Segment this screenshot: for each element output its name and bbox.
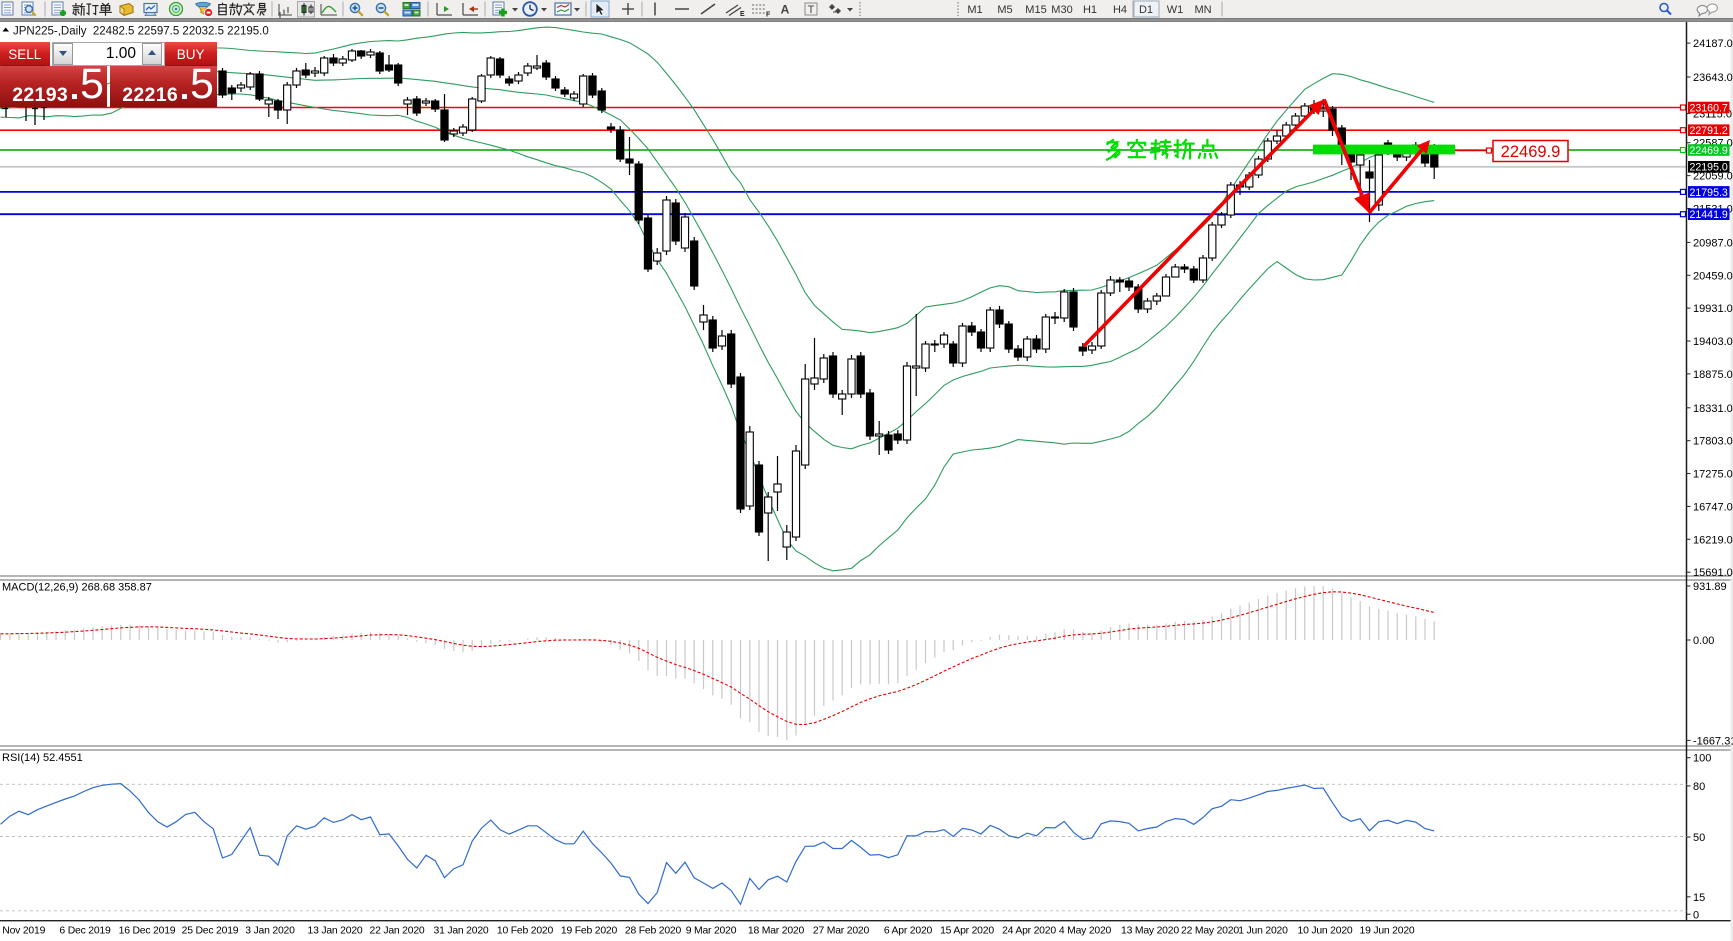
svg-text:21441.9: 21441.9	[1690, 209, 1728, 221]
svg-text:F: F	[766, 12, 771, 19]
svg-text:16 Dec 2019: 16 Dec 2019	[119, 926, 176, 937]
svg-text:22059.0: 22059.0	[1693, 171, 1733, 183]
svg-text:19403.0: 19403.0	[1693, 336, 1733, 348]
svg-text:24 Apr 2020: 24 Apr 2020	[1002, 926, 1056, 937]
svg-text:15691.0: 15691.0	[1693, 567, 1733, 579]
svg-text:17275.0: 17275.0	[1693, 469, 1733, 481]
svg-text:E: E	[740, 11, 745, 18]
svg-text:20459.0: 20459.0	[1693, 270, 1733, 282]
svg-text:10 Jun 2020: 10 Jun 2020	[1298, 926, 1353, 937]
svg-text:M1: M1	[967, 4, 982, 16]
svg-text:24187.0: 24187.0	[1693, 38, 1733, 50]
svg-text:H1: H1	[1083, 4, 1097, 16]
svg-text:0.00: 0.00	[1693, 635, 1714, 647]
svg-text:D1: D1	[1139, 4, 1153, 16]
svg-text:10 Feb 2020: 10 Feb 2020	[497, 926, 554, 937]
svg-text:M15: M15	[1025, 4, 1046, 16]
svg-text:23643.0: 23643.0	[1693, 72, 1733, 84]
svg-text:3 Jan 2020: 3 Jan 2020	[245, 926, 295, 937]
svg-text:27 Mar 2020: 27 Mar 2020	[813, 926, 870, 937]
svg-text:28 Feb 2020: 28 Feb 2020	[625, 926, 682, 937]
svg-text:100: 100	[1693, 753, 1711, 765]
svg-text:1 Jun 2020: 1 Jun 2020	[1238, 926, 1288, 937]
svg-text:22791.2: 22791.2	[1690, 125, 1728, 137]
svg-text:22195.0: 22195.0	[1690, 162, 1728, 174]
svg-text:-1667.31: -1667.31	[1693, 735, 1733, 747]
svg-text:19931.0: 19931.0	[1693, 303, 1733, 315]
svg-text:21795.3: 21795.3	[1690, 187, 1728, 199]
svg-text:23160.7: 23160.7	[1690, 102, 1728, 114]
svg-text:22 Jan 2020: 22 Jan 2020	[370, 926, 425, 937]
svg-text:18 Mar 2020: 18 Mar 2020	[748, 926, 805, 937]
svg-text:19 Feb 2020: 19 Feb 2020	[561, 926, 618, 937]
svg-text:22 May 2020: 22 May 2020	[1181, 926, 1239, 937]
svg-text:H4: H4	[1113, 4, 1127, 16]
svg-text:31 Jan 2020: 31 Jan 2020	[434, 926, 489, 937]
svg-text:17803.0: 17803.0	[1693, 436, 1733, 448]
svg-text:RSI(14) 52.4551: RSI(14) 52.4551	[2, 752, 83, 764]
svg-text:25 Dec 2019: 25 Dec 2019	[182, 926, 239, 937]
svg-text:6 Apr 2020: 6 Apr 2020	[884, 926, 933, 937]
svg-text:T: T	[808, 4, 815, 16]
svg-text:13 Jan 2020: 13 Jan 2020	[308, 926, 363, 937]
svg-text:4 May 2020: 4 May 2020	[1059, 926, 1112, 937]
svg-text:M30: M30	[1051, 4, 1072, 16]
svg-text:9 Mar 2020: 9 Mar 2020	[686, 926, 737, 937]
svg-text:13 May 2020: 13 May 2020	[1121, 926, 1179, 937]
svg-text:0: 0	[1693, 909, 1699, 921]
svg-text:931.89: 931.89	[1693, 581, 1727, 593]
svg-text:16219.0: 16219.0	[1693, 534, 1733, 546]
svg-text:MACD(12,26,9) 268.68 358.87: MACD(12,26,9) 268.68 358.87	[2, 582, 152, 594]
svg-text:M5: M5	[997, 4, 1012, 16]
svg-text:A: A	[781, 3, 790, 17]
svg-text:18331.0: 18331.0	[1693, 403, 1733, 415]
svg-text:W1: W1	[1167, 4, 1184, 16]
svg-text:50: 50	[1693, 832, 1705, 844]
svg-text:80: 80	[1693, 781, 1705, 793]
svg-text:6 Dec 2019: 6 Dec 2019	[59, 926, 111, 937]
svg-text:7 Nov 2019: 7 Nov 2019	[0, 926, 46, 937]
svg-text:16747.0: 16747.0	[1693, 501, 1733, 513]
svg-text:15 Apr 2020: 15 Apr 2020	[940, 926, 994, 937]
svg-text:JPN225-,Daily 22482.5 22597.5: JPN225-,Daily 22482.5 22597.5 22032.5 22…	[13, 26, 269, 38]
svg-text:20987.0: 20987.0	[1693, 237, 1733, 249]
svg-text:MN: MN	[1194, 4, 1211, 16]
svg-text:15: 15	[1693, 892, 1705, 904]
svg-text:22469.9: 22469.9	[1690, 145, 1728, 157]
svg-text:22469.9: 22469.9	[1501, 143, 1561, 161]
svg-text:19 Jun 2020: 19 Jun 2020	[1360, 926, 1415, 937]
svg-text:18875.0: 18875.0	[1693, 369, 1733, 381]
